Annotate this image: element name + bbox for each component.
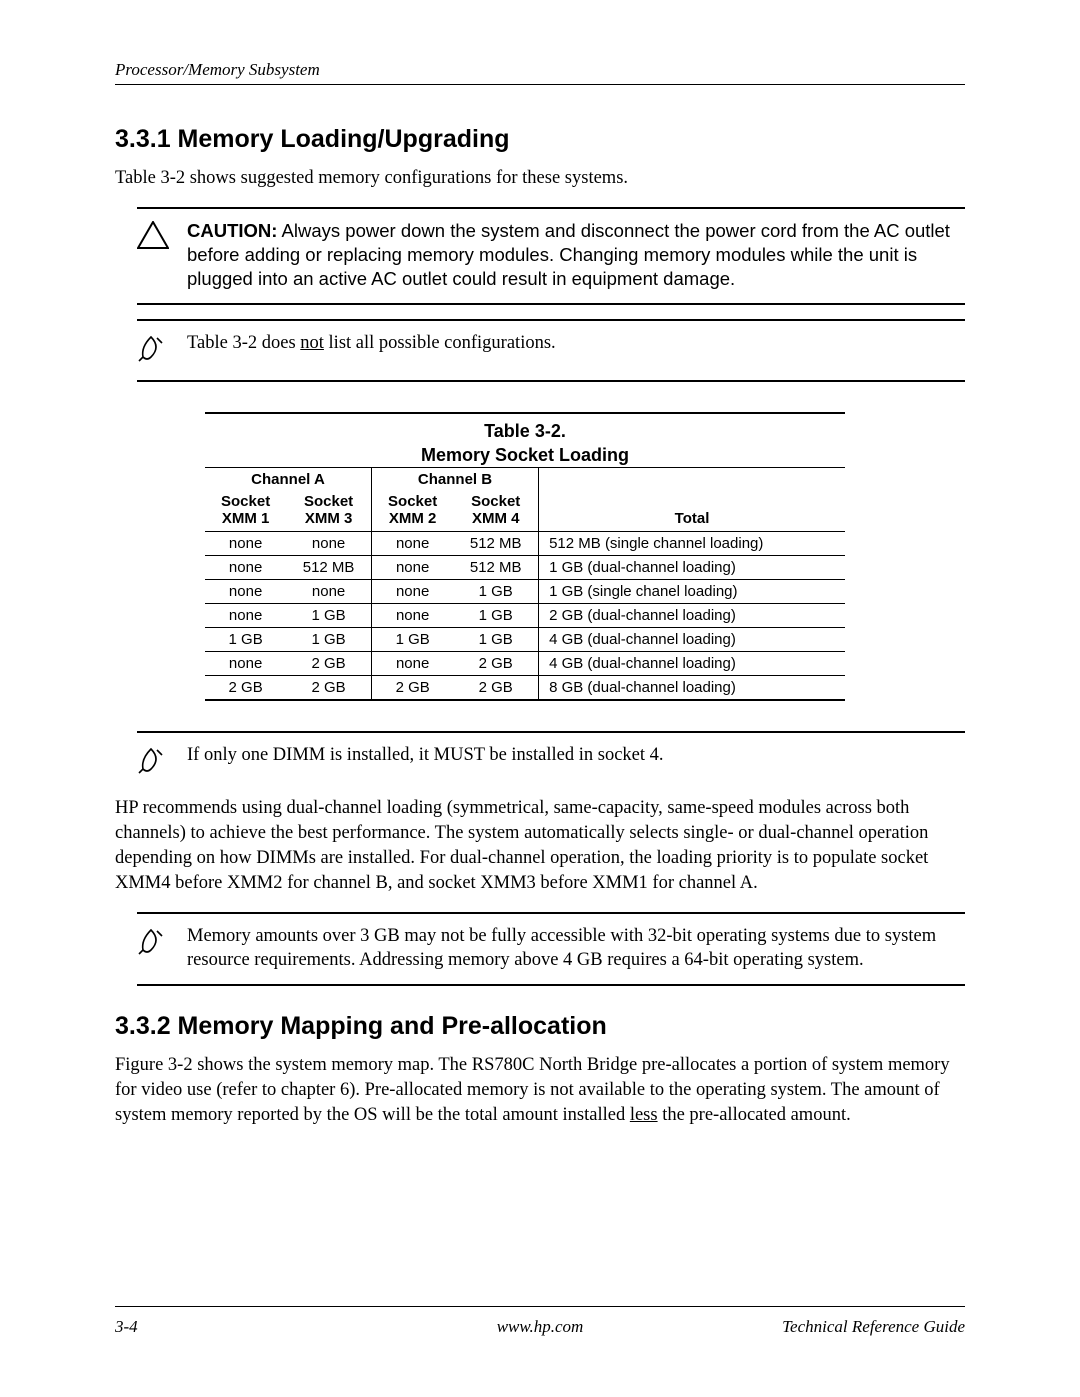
note1-b: list all possible configurations.	[324, 333, 556, 353]
section-heading-332: 3.3.2 Memory Mapping and Pre-allocation	[115, 1012, 965, 1041]
table-cell: 512 MB	[453, 556, 538, 580]
table-cell: none	[205, 580, 286, 604]
page-footer: 3-4 www.hp.com Technical Reference Guide	[115, 1306, 965, 1337]
note-3-text: Memory amounts over 3 GB may not be full…	[187, 924, 965, 972]
s2-b: the pre-allocated amount.	[658, 1105, 851, 1125]
table-cell: none	[286, 580, 371, 604]
caution-body: Always power down the system and disconn…	[187, 220, 950, 289]
table-row: 2 GB2 GB2 GB2 GB8 GB (dual-channel loadi…	[205, 676, 845, 701]
table-cell: none	[205, 532, 286, 556]
th-xmm2: SocketXMM 2	[371, 491, 453, 532]
table-cell: none	[205, 556, 286, 580]
caution-icon	[137, 221, 169, 254]
th-xmm1: SocketXMM 1	[205, 491, 286, 532]
note1-underline: not	[300, 333, 324, 353]
mapping-paragraph: Figure 3-2 shows the system memory map. …	[115, 1053, 965, 1128]
table-cell: 8 GB (dual-channel loading)	[539, 676, 845, 701]
s2-u: less	[630, 1105, 658, 1125]
table-cell: 2 GB	[453, 676, 538, 701]
table-cell: 1 GB	[453, 604, 538, 628]
page-header: Processor/Memory Subsystem	[115, 60, 965, 85]
note1-a: Table 3-2 does	[187, 333, 300, 353]
memory-table: Channel A Channel B SocketXMM 1 SocketXM…	[205, 467, 845, 702]
table-cell: 1 GB	[453, 628, 538, 652]
table-title-b: Memory Socket Loading	[421, 445, 629, 465]
table-cell: 1 GB	[286, 604, 371, 628]
table-cell: 512 MB	[286, 556, 371, 580]
table-cell: none	[371, 580, 453, 604]
footer-doc-title: Technical Reference Guide	[782, 1317, 965, 1337]
th-total: Total	[539, 491, 845, 532]
note-block-3: Memory amounts over 3 GB may not be full…	[137, 912, 965, 986]
table-cell: none	[371, 556, 453, 580]
th-channel-b: Channel B	[371, 467, 538, 491]
table-row: nonenonenone512 MB512 MB (single channel…	[205, 532, 845, 556]
table-cell: 1 GB (dual-channel loading)	[539, 556, 845, 580]
table-cell: 1 GB (single chanel loading)	[539, 580, 845, 604]
section-heading-331: 3.3.1 Memory Loading/Upgrading	[115, 125, 965, 154]
table-cell: 1 GB	[286, 628, 371, 652]
table-row: none2 GBnone2 GB4 GB (dual-channel loadi…	[205, 652, 845, 676]
recommend-paragraph: HP recommends using dual-channel loading…	[115, 796, 965, 896]
table-cell: 4 GB (dual-channel loading)	[539, 652, 845, 676]
table-cell: 512 MB (single channel loading)	[539, 532, 845, 556]
table-cell: none	[286, 532, 371, 556]
table-cell: 1 GB	[371, 628, 453, 652]
th-channel-a: Channel A	[205, 467, 371, 491]
table-cell: 2 GB	[453, 652, 538, 676]
note-block-2: If only one DIMM is installed, it MUST b…	[137, 731, 965, 786]
table-cell: 2 GB	[286, 676, 371, 701]
table-cell: none	[371, 532, 453, 556]
table-cell: 1 GB	[453, 580, 538, 604]
note-icon	[137, 745, 169, 780]
footer-page-number: 3-4	[115, 1317, 138, 1337]
caution-label: CAUTION:	[187, 220, 277, 241]
caution-block: CAUTION: Always power down the system an…	[137, 207, 965, 305]
table-title: Table 3-2. Memory Socket Loading	[205, 412, 845, 467]
note-icon	[137, 333, 169, 368]
table-cell: 2 GB	[205, 676, 286, 701]
table-row: nonenonenone1 GB1 GB (single chanel load…	[205, 580, 845, 604]
table-cell: none	[205, 604, 286, 628]
table-cell: 2 GB	[371, 676, 453, 701]
table-cell: none	[205, 652, 286, 676]
caution-text: CAUTION: Always power down the system an…	[187, 219, 965, 291]
table-row: 1 GB1 GB1 GB1 GB4 GB (dual-channel loadi…	[205, 628, 845, 652]
table-cell: none	[371, 604, 453, 628]
th-xmm3: SocketXMM 3	[286, 491, 371, 532]
memory-table-wrap: Table 3-2. Memory Socket Loading Channel…	[205, 412, 845, 701]
table-cell: 1 GB	[205, 628, 286, 652]
note-2-text: If only one DIMM is installed, it MUST b…	[187, 743, 965, 767]
table-cell: 2 GB (dual-channel loading)	[539, 604, 845, 628]
table-cell: 2 GB	[286, 652, 371, 676]
th-xmm4: SocketXMM 4	[453, 491, 538, 532]
note-1-text: Table 3-2 does not list all possible con…	[187, 331, 965, 355]
note-icon	[137, 926, 169, 961]
table-cell: 4 GB (dual-channel loading)	[539, 628, 845, 652]
th-blank	[539, 467, 845, 491]
table-title-a: Table 3-2.	[484, 421, 566, 441]
table-row: none1 GBnone1 GB2 GB (dual-channel loadi…	[205, 604, 845, 628]
intro-paragraph: Table 3-2 shows suggested memory configu…	[115, 166, 965, 191]
table-row: none512 MBnone512 MB1 GB (dual-channel l…	[205, 556, 845, 580]
note-block-1: Table 3-2 does not list all possible con…	[137, 319, 965, 382]
table-cell: 512 MB	[453, 532, 538, 556]
table-cell: none	[371, 652, 453, 676]
